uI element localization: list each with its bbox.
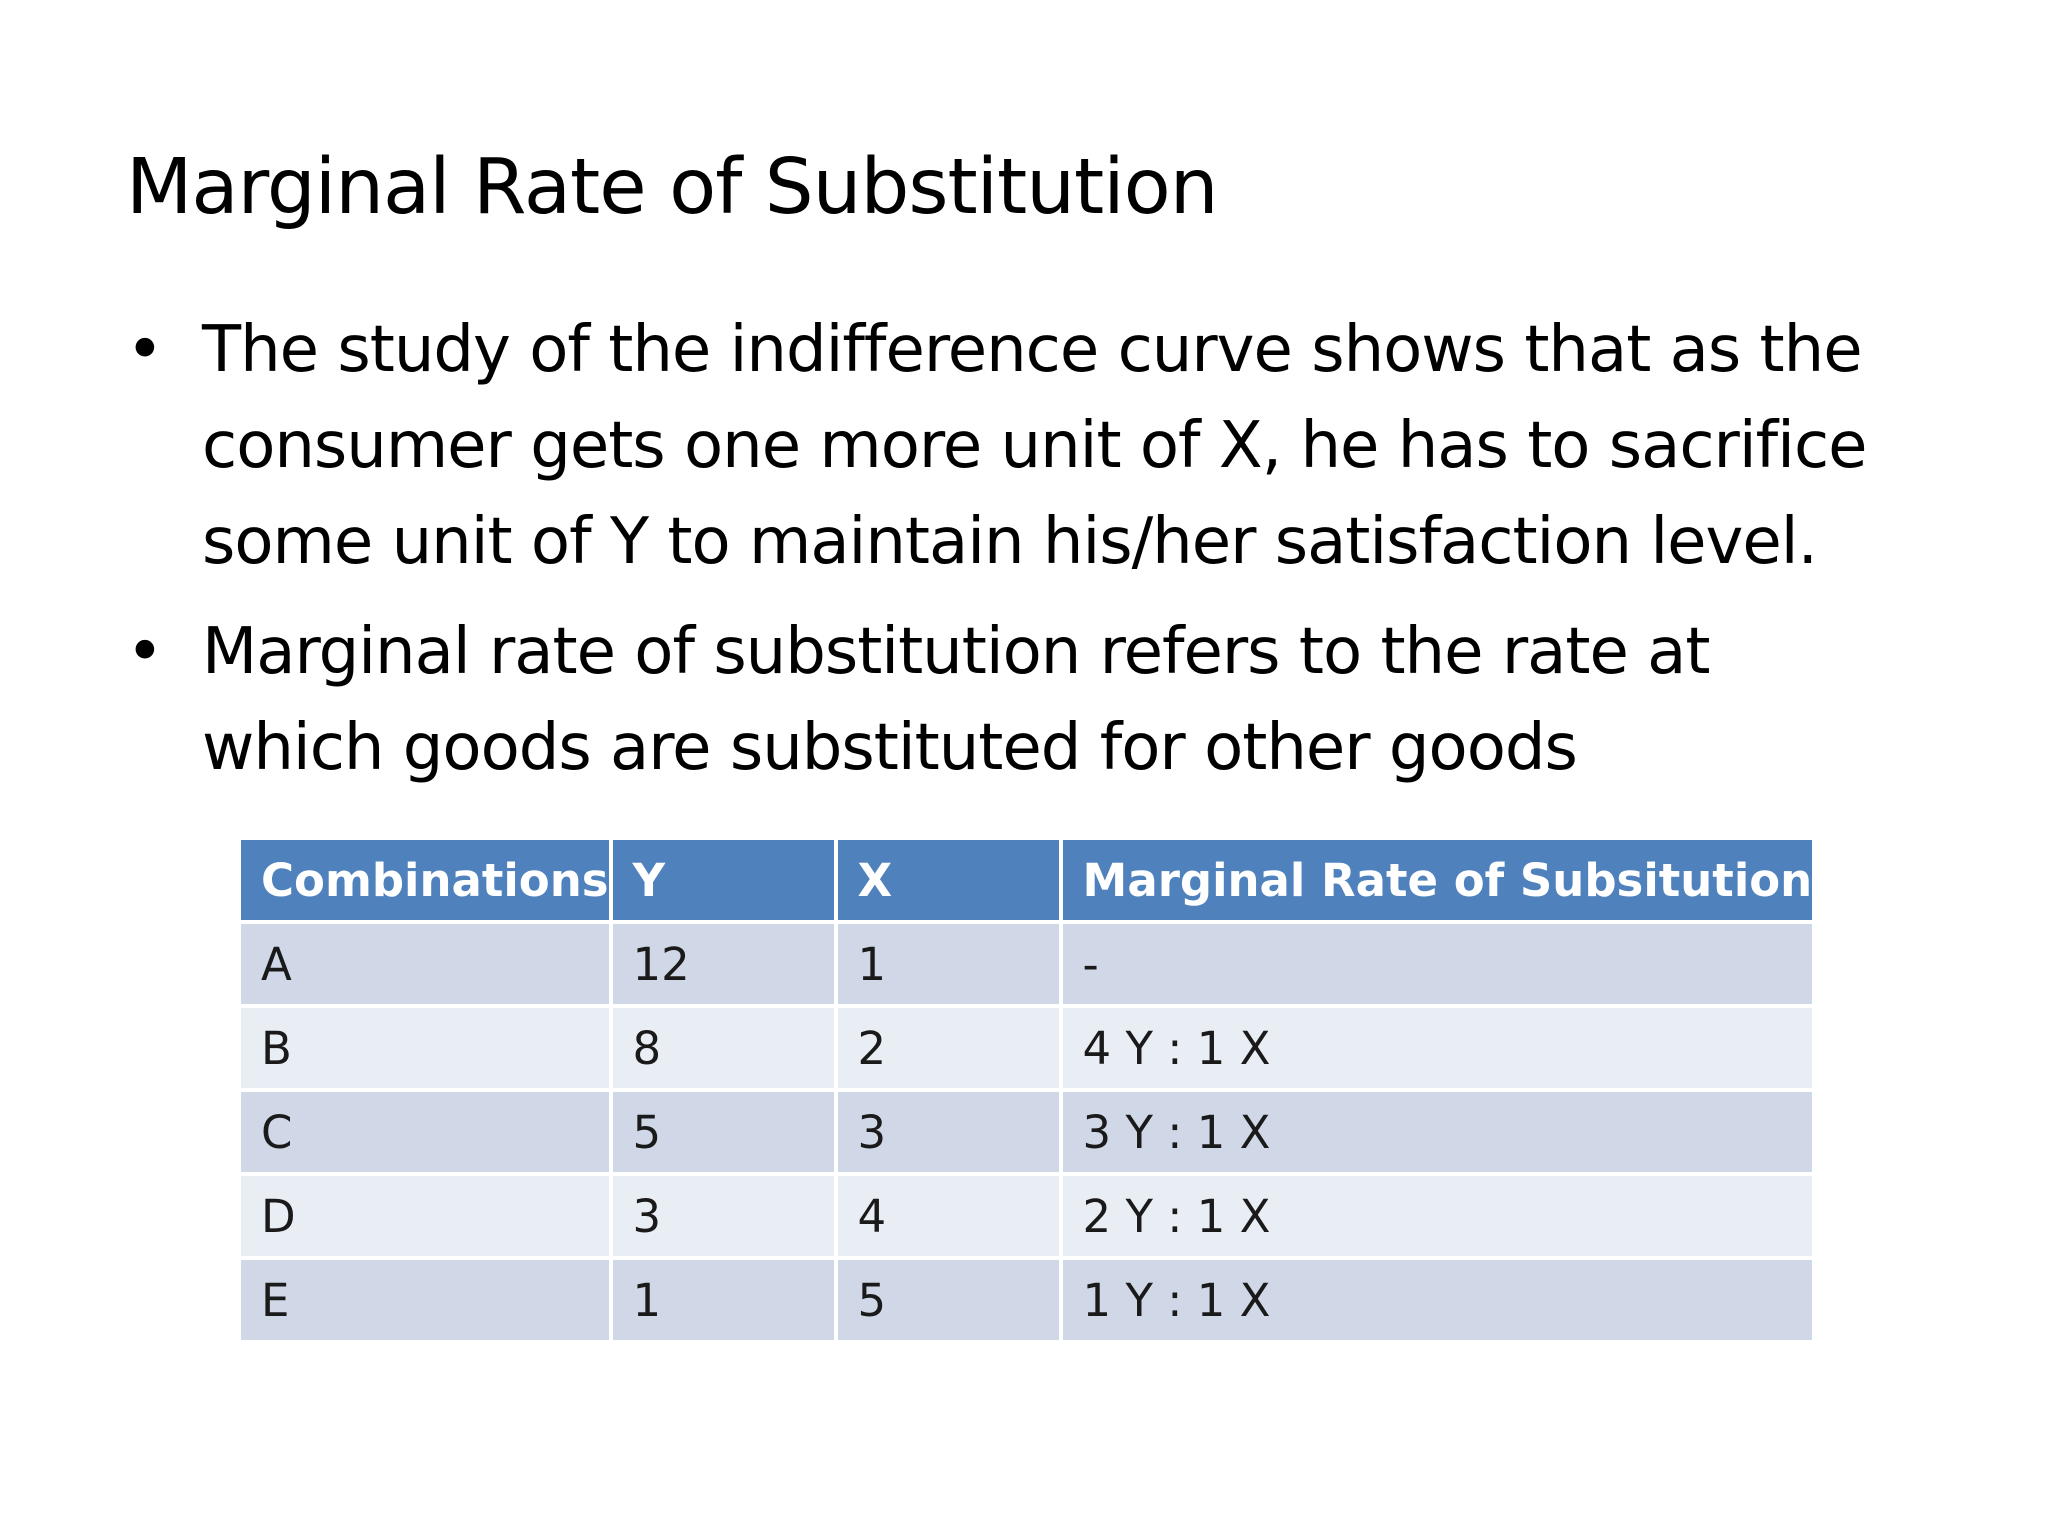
cell-y: 8: [612, 1008, 834, 1088]
cell-y: 12: [612, 924, 834, 1004]
column-header-mrs: Marginal Rate of Subsitution: [1062, 840, 1813, 920]
bullet-item: • The study of the indifference curve sh…: [126, 302, 2026, 590]
cell-x: 5: [837, 1260, 1059, 1340]
table-row: B 8 2 4 Y : 1 X: [241, 1008, 1813, 1088]
bullet-text-line: consumer gets one more unit of X, he has…: [202, 409, 1868, 483]
cell-x: 4: [837, 1176, 1059, 1256]
column-header-x: X: [837, 840, 1059, 920]
bullet-text-line: The study of the indifference curve show…: [202, 313, 1863, 387]
cell-y: 5: [612, 1092, 834, 1172]
mrs-table: Combinations Y X Marginal Rate of Subsit…: [237, 836, 1816, 1344]
cell-mrs: -: [1062, 924, 1813, 1004]
cell-combination: E: [241, 1260, 609, 1340]
table-header-row: Combinations Y X Marginal Rate of Subsit…: [241, 840, 1813, 920]
bullet-list: • The study of the indifference curve sh…: [126, 302, 2026, 810]
cell-x: 1: [837, 924, 1059, 1004]
cell-x: 2: [837, 1008, 1059, 1088]
bullet-marker: •: [126, 313, 164, 387]
cell-x: 3: [837, 1092, 1059, 1172]
column-header-combinations: Combinations: [241, 840, 609, 920]
table-row: D 3 4 2 Y : 1 X: [241, 1176, 1813, 1256]
bullet-text-line: some unit of Y to maintain his/her satis…: [202, 505, 1818, 579]
bullet-item: • Marginal rate of substitution refers t…: [126, 604, 2026, 796]
cell-mrs: 3 Y : 1 X: [1062, 1092, 1813, 1172]
cell-combination: C: [241, 1092, 609, 1172]
table-row: A 12 1 -: [241, 924, 1813, 1004]
cell-mrs: 2 Y : 1 X: [1062, 1176, 1813, 1256]
cell-mrs: 4 Y : 1 X: [1062, 1008, 1813, 1088]
cell-combination: A: [241, 924, 609, 1004]
slide-title: Marginal Rate of Substitution: [126, 143, 1219, 232]
table-row: C 5 3 3 Y : 1 X: [241, 1092, 1813, 1172]
table-row: E 1 5 1 Y : 1 X: [241, 1260, 1813, 1340]
cell-combination: B: [241, 1008, 609, 1088]
bullet-text-line: Marginal rate of substitution refers to …: [202, 615, 1710, 689]
column-header-y: Y: [612, 840, 834, 920]
cell-mrs: 1 Y : 1 X: [1062, 1260, 1813, 1340]
cell-y: 3: [612, 1176, 834, 1256]
cell-combination: D: [241, 1176, 609, 1256]
bullet-marker: •: [126, 615, 164, 689]
cell-y: 1: [612, 1260, 834, 1340]
bullet-text-line: which goods are substituted for other go…: [202, 711, 1578, 785]
